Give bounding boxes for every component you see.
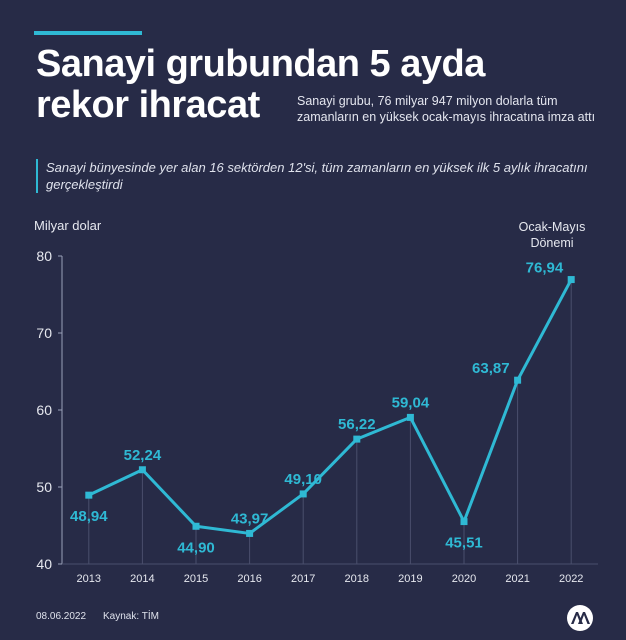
data-point (192, 522, 200, 530)
y-tick-label: 40 (36, 556, 52, 572)
x-tick-label: 2019 (398, 573, 422, 585)
data-label: 44,90 (177, 539, 215, 556)
y-tick-label: 50 (36, 479, 52, 495)
x-tick-label: 2022 (559, 573, 583, 585)
data-point (460, 518, 468, 526)
x-tick-label: 2016 (237, 573, 261, 585)
page-subtitle: Sanayi grubu, 76 milyar 947 milyon dolar… (297, 94, 596, 124)
data-label: 76,94 (526, 260, 564, 277)
x-tick-label: 2013 (77, 573, 101, 585)
period-annotation: Ocak-Mayıs Dönemi (518, 220, 586, 250)
publish-date: 08.06.2022 (36, 611, 87, 622)
data-label: 49,10 (284, 471, 322, 488)
x-tick-label: 2020 (452, 573, 476, 585)
x-tick-label: 2017 (291, 573, 315, 585)
data-label: 45,51 (445, 535, 483, 552)
data-label: 63,87 (472, 360, 510, 377)
series-line (88, 278, 573, 535)
y-axis-unit-label: Milyar dolar (34, 218, 102, 233)
x-tick-label: 2015 (184, 573, 208, 585)
data-label: 43,97 (231, 510, 269, 527)
y-tick-label: 60 (36, 402, 52, 418)
data-label: 56,22 (338, 416, 376, 433)
data-label: 52,24 (124, 447, 162, 464)
data-point (567, 276, 575, 284)
data-point (85, 491, 93, 499)
y-tick-label: 80 (36, 248, 52, 264)
aa-logo-icon (566, 604, 594, 637)
data-point (299, 490, 307, 498)
x-tick-label: 2014 (130, 573, 154, 585)
data-label: 59,04 (392, 394, 430, 411)
title-accent-bar (34, 31, 142, 35)
x-tick-label: 2021 (505, 573, 529, 585)
data-point (406, 413, 414, 421)
x-tick-label: 2018 (345, 573, 369, 585)
data-point (246, 529, 254, 537)
y-tick-label: 70 (36, 325, 52, 341)
source-label: Kaynak: TİM (103, 611, 159, 622)
data-label: 48,94 (70, 508, 108, 525)
highlight-note: Sanayi bünyesinde yer alan 16 sektörden … (36, 159, 591, 193)
page-title: Sanayi grubundan 5 ayda rekor ihracat (36, 43, 485, 126)
data-point (138, 466, 146, 474)
data-point (514, 376, 522, 384)
data-point (353, 435, 361, 443)
